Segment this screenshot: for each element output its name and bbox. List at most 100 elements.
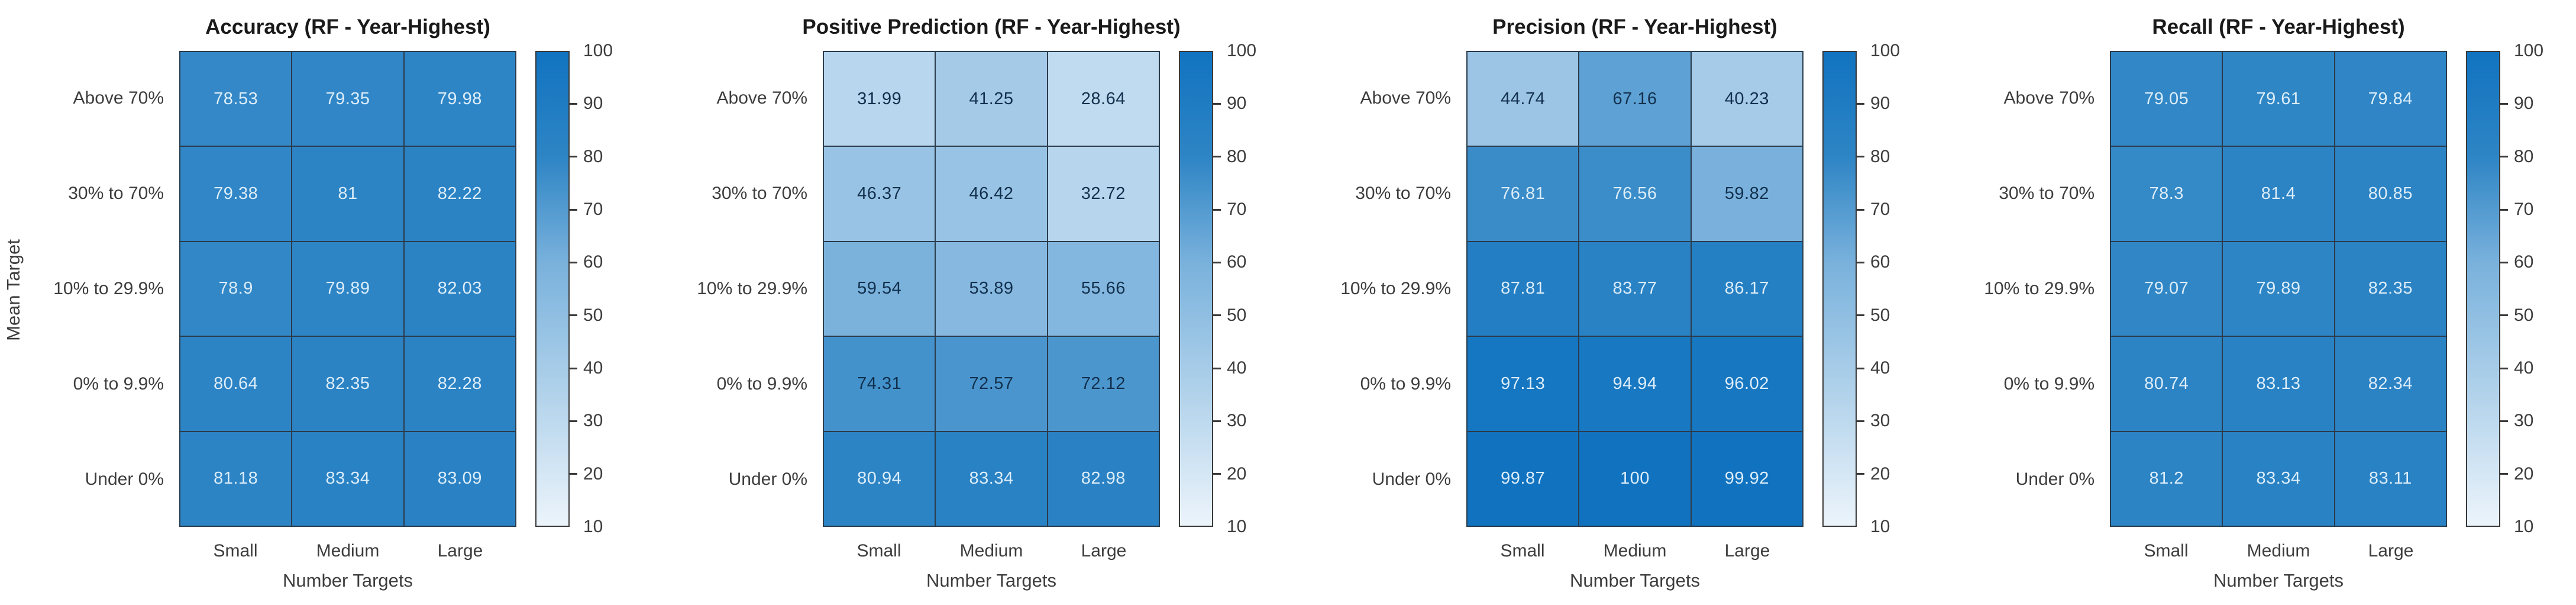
heatmap-cell: 79.89	[292, 242, 403, 336]
heatmap-cell: 53.89	[936, 242, 1047, 336]
colorbar-tick-mark	[1213, 261, 1221, 263]
colorbar-tick-label: 40	[1870, 358, 1890, 378]
colorbar-tick-mark	[2500, 367, 2508, 369]
colorbar-tick-label: 80	[1227, 146, 1247, 166]
x-axis-label: Number Targets	[283, 570, 413, 591]
colorbar-tick-label: 40	[2514, 358, 2534, 378]
colorbar-tick-label: 30	[1870, 411, 1890, 431]
colorbar-tick-label: 100	[1870, 41, 1901, 60]
heatmap-cell: 99.92	[1691, 432, 1802, 526]
x-tick-label: Large	[2368, 541, 2414, 561]
y-tick-label: 30% to 70%	[1355, 184, 1451, 204]
heatmap-cell: 83.13	[2223, 337, 2334, 431]
colorbar-tick-mark	[2500, 473, 2508, 475]
heatmap-cell: 82.34	[2335, 337, 2446, 431]
colorbar-tick-label: 20	[2514, 464, 2534, 484]
colorbar-tick-label: 60	[2514, 252, 2534, 272]
colorbar-tick-label: 10	[2514, 517, 2534, 536]
heatmap-cell: 46.42	[936, 147, 1047, 241]
colorbar-tick-mark	[1857, 208, 1864, 211]
heatmap-cell: 81.18	[180, 432, 292, 526]
colorbar-tick-mark	[1213, 367, 1221, 369]
heatmap-cell: 83.34	[2223, 432, 2334, 526]
panel-title: Recall (RF - Year-Highest)	[2152, 15, 2405, 38]
panel-title: Accuracy (RF - Year-Highest)	[205, 15, 490, 38]
heatmap-cell: 82.22	[404, 147, 515, 241]
y-tick-label: 10% to 29.9%	[53, 278, 164, 298]
heatmap-cell: 55.66	[1048, 242, 1159, 336]
heatmap-cell: 28.64	[1048, 52, 1159, 146]
colorbar-tick-mark	[2500, 420, 2508, 422]
y-tick-label: 10% to 29.9%	[1340, 278, 1451, 298]
panel-title: Positive Prediction (RF - Year-Highest)	[802, 15, 1181, 38]
heatmap-cell: 80.64	[180, 337, 292, 431]
y-tick-label: 10% to 29.9%	[1984, 278, 2095, 298]
colorbar-tick-mark	[1213, 420, 1221, 422]
colorbar-tick-mark	[1857, 420, 1864, 422]
heatmap-cell: 94.94	[1579, 337, 1691, 431]
colorbar-tick-label: 90	[2514, 94, 2534, 114]
heatmap-panel-2: Positive Prediction (RF - Year-Highest) A…	[644, 0, 1287, 605]
colorbar-tick-mark	[570, 261, 577, 263]
colorbar-tick-label: 100	[2514, 41, 2544, 60]
colorbar-tick-mark	[1213, 208, 1221, 211]
heatmap-cell: 79.98	[404, 52, 515, 146]
colorbar-tick-mark	[1857, 473, 1864, 475]
colorbar-tick-label: 70	[2514, 199, 2534, 219]
colorbar-tick-mark	[1857, 156, 1864, 158]
heatmap-cell: 81.4	[2223, 147, 2334, 241]
heatmap-cell: 67.16	[1579, 52, 1691, 146]
colorbar-tick-mark	[570, 367, 577, 369]
colorbar-tick-label: 30	[583, 411, 603, 431]
y-tick-label: 0% to 9.9%	[2003, 374, 2095, 394]
heatmap-cell: 79.89	[2223, 242, 2334, 336]
heatmap-cell: 82.03	[404, 242, 515, 336]
y-tick-label: Under 0%	[2015, 469, 2095, 489]
colorbar	[2466, 51, 2500, 527]
colorbar-tick-label: 20	[1227, 464, 1247, 484]
y-tick-label: 30% to 70%	[68, 184, 164, 204]
colorbar-tick-mark	[570, 208, 577, 211]
heatmap-cell: 79.05	[2111, 52, 2222, 146]
colorbar-tick-label: 40	[1227, 358, 1247, 378]
y-tick-label: 0% to 9.9%	[73, 374, 164, 394]
colorbar-tick-mark	[2500, 208, 2508, 211]
colorbar-tick-label: 60	[1870, 252, 1890, 272]
heatmap-cell: 79.84	[2335, 52, 2446, 146]
colorbar	[1179, 51, 1213, 527]
y-tick-label: Under 0%	[85, 469, 164, 489]
x-axis-label: Number Targets	[926, 570, 1056, 591]
x-tick-label: Medium	[1603, 541, 1667, 561]
heatmap-cell: 80.85	[2335, 147, 2446, 241]
colorbar-tick-mark	[2500, 314, 2508, 317]
colorbar-tick-mark	[1213, 156, 1221, 158]
heatmap-cell: 87.81	[1468, 242, 1579, 336]
x-tick-label: Small	[1500, 541, 1545, 561]
colorbar-tick-label: 100	[1227, 41, 1257, 60]
colorbar-tick-label: 50	[1870, 305, 1890, 325]
colorbar-tick-label: 80	[583, 146, 603, 166]
colorbar-tick-label: 100	[583, 41, 613, 60]
y-tick-label: 10% to 29.9%	[697, 278, 807, 298]
colorbar-tick-mark	[1213, 473, 1221, 475]
heatmap-cell: 80.94	[824, 432, 935, 526]
colorbar-tick-mark	[1213, 314, 1221, 317]
colorbar-tick-label: 50	[1227, 305, 1247, 325]
heatmap-cell: 81	[292, 147, 403, 241]
y-tick-label: 30% to 70%	[1999, 184, 2095, 204]
y-tick-label: Under 0%	[728, 469, 807, 489]
colorbar-tick-label: 10	[1227, 517, 1247, 536]
panel-title: Precision (RF - Year-Highest)	[1492, 15, 1777, 38]
colorbar-tick-mark	[1857, 367, 1864, 369]
colorbar-tick-label: 70	[583, 199, 603, 219]
heatmap-cell: 59.82	[1691, 147, 1802, 241]
heatmap-cell: 82.28	[404, 337, 515, 431]
heatmap-cell: 83.11	[2335, 432, 2446, 526]
heatmap-cell: 99.87	[1468, 432, 1579, 526]
x-tick-label: Small	[856, 541, 901, 561]
heatmap-cell: 79.35	[292, 52, 403, 146]
heatmap-cell: 79.61	[2223, 52, 2334, 146]
y-tick-label: Above 70%	[2003, 88, 2095, 108]
heatmap-cell: 83.34	[292, 432, 403, 526]
